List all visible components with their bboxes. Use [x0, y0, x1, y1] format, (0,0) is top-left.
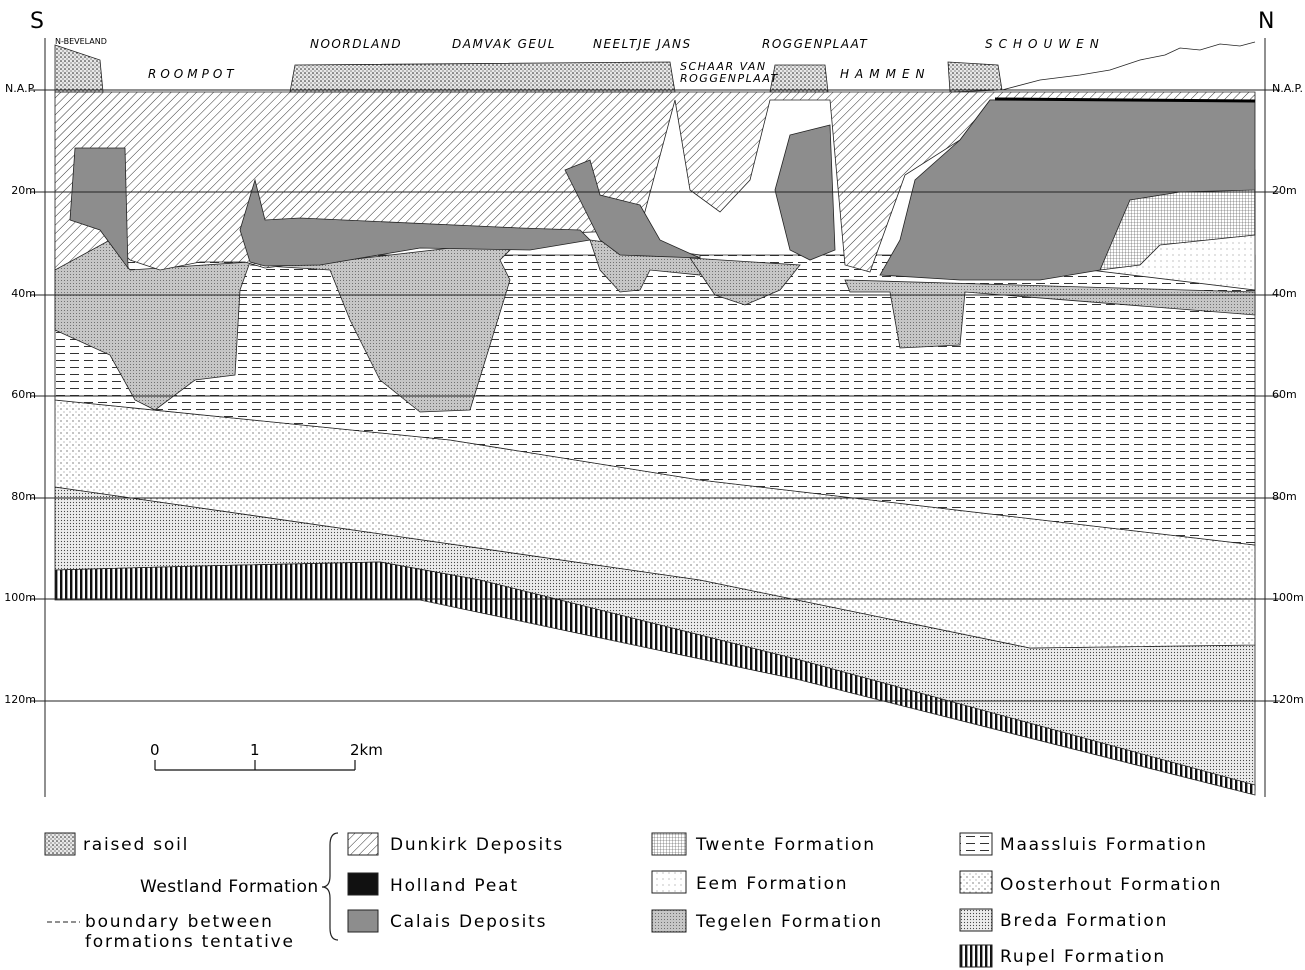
cross-section: N.A.P. 20m 40m 60m 80m 100m 120m N.A.P. 20m 40m 60…: [0, 0, 1305, 970]
place-label: NEELTJE JANS: [593, 37, 692, 51]
legend-label: Dunkirk Deposits: [390, 835, 564, 855]
depth-label: 60m: [11, 388, 36, 401]
legend-label: formations tentative: [85, 932, 295, 952]
legend: raised soil Westland Formation boundary …: [45, 833, 1222, 967]
legend-label: Twente Formation: [695, 835, 876, 855]
depth-label: 120m: [1272, 693, 1304, 706]
depth-label: 80m: [11, 490, 36, 503]
place-label: ROGGENPLAAT: [680, 72, 779, 85]
depth-label: 100m: [4, 591, 36, 604]
legend-swatch: [45, 833, 75, 855]
place-label: HAMMEN: [840, 67, 931, 81]
legend-label: Breda Formation: [1000, 911, 1168, 931]
compass-south: S: [30, 9, 44, 34]
legend-swatch: [960, 909, 992, 931]
legend-swatch: [960, 871, 992, 893]
depth-label: 40m: [1272, 287, 1297, 300]
depth-label: 120m: [4, 693, 36, 706]
legend-swatch: [652, 871, 686, 893]
legend-swatch: [652, 833, 686, 855]
place-label: ROOMPOT: [148, 67, 238, 81]
legend-swatch: [960, 833, 992, 855]
depth-label: 40m: [11, 287, 36, 300]
depth-label: 100m: [1272, 591, 1304, 604]
legend-label: Eem Formation: [696, 874, 848, 894]
legend-label: boundary between: [85, 912, 274, 932]
legend-swatch: [348, 833, 378, 855]
depth-label: 80m: [1272, 490, 1297, 503]
legend-label: Rupel Formation: [1000, 947, 1166, 967]
place-label: ROGGENPLAAT: [762, 37, 868, 51]
legend-label: Tegelen Formation: [695, 912, 883, 932]
depth-label: N.A.P.: [1272, 82, 1303, 95]
legend-swatch: [348, 910, 378, 932]
legend-label: Westland Formation: [140, 877, 319, 897]
scale-label: 2km: [350, 741, 383, 759]
scale-bar: [155, 760, 355, 770]
compass-north: N: [1258, 9, 1274, 34]
legend-brace: [322, 833, 338, 940]
legend-label: Oosterhout Formation: [1000, 875, 1222, 895]
place-label: NOORDLAND: [310, 37, 402, 51]
raised-soil: [290, 62, 675, 92]
depth-label: N.A.P.: [5, 82, 36, 95]
legend-label: raised soil: [83, 835, 189, 855]
raised-soil: [55, 45, 103, 92]
depth-label: 20m: [11, 184, 36, 197]
scale-label: 0: [150, 741, 160, 759]
legend-label: Maassluis Formation: [1000, 835, 1208, 855]
place-label: SCHOUWEN: [985, 37, 1105, 51]
legend-swatch: [960, 945, 992, 967]
scale-label: 1: [250, 741, 260, 759]
legend-label: Holland Peat: [390, 876, 519, 896]
place-label: DAMVAK GEUL: [452, 37, 556, 51]
depth-label: 60m: [1272, 388, 1297, 401]
legend-swatch: [348, 873, 378, 895]
place-label: N-BEVELAND: [55, 37, 107, 46]
legend-swatch: [652, 910, 686, 932]
legend-label: Calais Deposits: [390, 912, 547, 932]
layers: [55, 42, 1255, 795]
holland-peat: [995, 99, 1255, 101]
raised-soil: [948, 62, 1002, 92]
depth-label: 20m: [1272, 184, 1297, 197]
